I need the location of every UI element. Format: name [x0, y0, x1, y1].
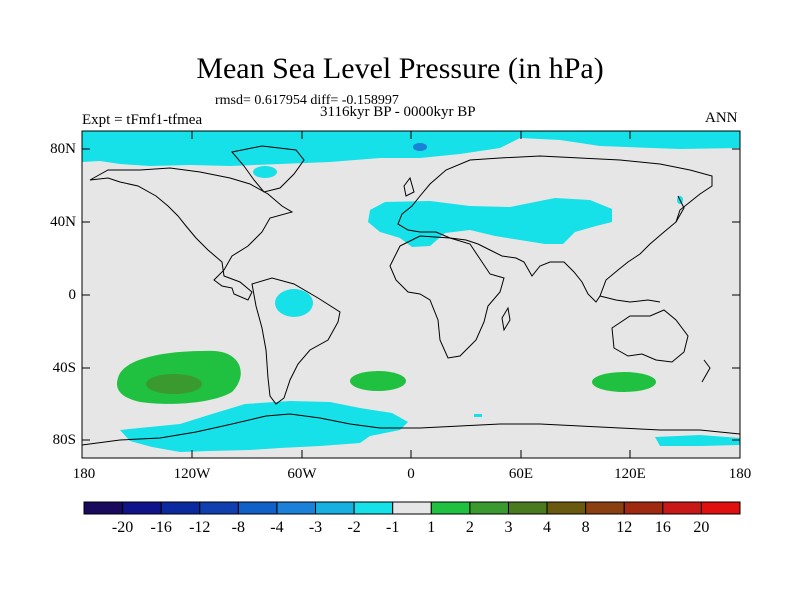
colorbar-box — [276, 501, 317, 515]
map-background — [82, 131, 740, 458]
anomaly-south-atlantic — [350, 371, 406, 391]
anomaly-mediterranean-asia — [368, 198, 612, 247]
anomaly-arctic-minimum — [413, 143, 427, 151]
colorbar-box — [237, 501, 278, 515]
south-america-coast — [251, 277, 341, 405]
eurasia-coast — [397, 155, 713, 303]
lon-label-0: 0 — [407, 466, 415, 482]
lat-ticks — [82, 148, 740, 441]
colorbar-label: -3 — [308, 519, 323, 536]
lat-label-0: 0 — [68, 287, 77, 303]
north-america-coast — [89, 167, 294, 301]
colorbar-box — [392, 501, 432, 515]
japan-coast — [675, 195, 685, 223]
colorbar-label: -8 — [231, 519, 245, 536]
anomaly-fill-layer — [82, 131, 740, 452]
colorbar-label: 12 — [616, 519, 633, 536]
lon-label-120e: 120E — [614, 466, 646, 482]
coastlines — [81, 145, 741, 446]
stats-text: rmsd= 0.617954 diff= -0.158997 — [215, 93, 399, 108]
anomaly-south-pacific-maximum — [146, 374, 202, 394]
lon-label-180w: 180 — [72, 466, 96, 482]
anomaly-small-patch — [474, 414, 482, 417]
lat-label-80n: 80N — [50, 141, 76, 157]
lon-label-60w: 60W — [287, 466, 317, 482]
experiment-label: Expt = tFmf1-tfmea — [82, 112, 203, 128]
africa-coast — [389, 235, 505, 359]
plot-title: Mean Sea Level Pressure (in hPa) — [196, 52, 604, 85]
colorbar-label: 20 — [693, 519, 710, 536]
colorbar-box — [585, 501, 625, 515]
colorbar-label: 2 — [465, 519, 474, 536]
lat-label-40n: 40N — [50, 214, 76, 230]
lat-label-80s: 80S — [52, 432, 76, 448]
colorbar-box — [507, 501, 548, 515]
colorbar — [83, 501, 741, 515]
britain-coast — [403, 176, 415, 197]
anomaly-south-indian — [592, 372, 656, 392]
colorbar-label: 8 — [581, 519, 590, 536]
colorbar-label: 3 — [504, 519, 513, 536]
colorbar-label: -1 — [386, 519, 400, 536]
lon-label-120w: 120W — [173, 466, 211, 482]
colorbar-label: 16 — [654, 519, 671, 536]
colorbar-box — [83, 501, 124, 515]
colorbar-box — [546, 501, 587, 515]
colorbar-box — [199, 501, 239, 515]
indonesia-coast — [599, 295, 661, 303]
colorbar-box — [469, 501, 509, 515]
colorbar-label: -16 — [150, 519, 172, 536]
colorbar-box — [623, 501, 664, 515]
season-label: ANN — [705, 110, 738, 126]
lon-label-180e: 180 — [728, 466, 752, 482]
greenland-coast — [231, 145, 305, 193]
anomaly-antarctic — [120, 401, 408, 452]
colorbar-box — [315, 501, 355, 515]
colorbar-box — [430, 501, 471, 515]
colorbar-box — [353, 501, 394, 515]
new-zealand-coast — [701, 359, 711, 383]
colorbar-label: -12 — [189, 519, 211, 536]
anomaly-greenland-negative — [253, 166, 277, 178]
colorbar-label: 4 — [543, 519, 552, 536]
lat-label-40s: 40S — [52, 360, 76, 376]
colorbar-label: 1 — [427, 519, 436, 536]
colorbar-label: -20 — [111, 519, 134, 536]
colorbar-box — [700, 501, 741, 515]
colorbar-box — [122, 501, 162, 515]
antarctica-coast — [81, 413, 741, 446]
colorbar-label: -4 — [270, 519, 284, 536]
anomaly-amazon — [275, 289, 313, 317]
colorbar-box — [160, 501, 201, 515]
colorbar-label: -2 — [347, 519, 361, 536]
anomaly-ross-sea — [655, 435, 740, 446]
lon-label-60e: 60E — [508, 466, 534, 482]
colorbar-box — [662, 501, 702, 515]
australia-coast — [611, 309, 689, 363]
lon-ticks — [191, 131, 631, 458]
period-text: 3116kyr BP - 0000kyr BP — [320, 104, 476, 120]
anomaly-arctic-negative — [82, 131, 740, 166]
madagascar-coast — [501, 306, 511, 332]
